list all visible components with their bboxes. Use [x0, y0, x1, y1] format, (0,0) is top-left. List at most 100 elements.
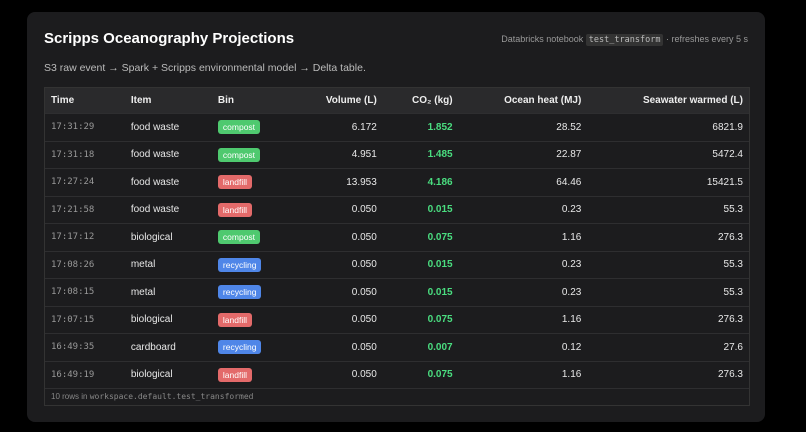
table-row: 17:27:24 food waste landfill 13.953 4.186 64.… [45, 168, 749, 196]
table-cell: 64.46 [458, 168, 588, 196]
bin-badge: compost [217, 147, 261, 162]
table-row: 17:17:12 biological compost 0.050 0.075 1.16 2… [45, 223, 749, 251]
table-cell: 17:07:15 [45, 305, 125, 334]
table-cell: compost [211, 113, 293, 141]
column-header: Ocean heat (MJ) [458, 88, 588, 114]
table-wrap: Time Item Bin Volume (L) CO₂ (kg) Ocean heat … [44, 87, 750, 406]
table-cell: 55.3 [587, 278, 749, 306]
table-cell: landfill [211, 168, 293, 196]
bin-badge: recycling [217, 340, 262, 355]
table-cell: landfill [211, 360, 293, 388]
table-cell: 4.186 [382, 168, 459, 196]
table-cell: food waste [124, 195, 212, 224]
column-header: Item [124, 88, 212, 114]
table-cell: biological [124, 305, 212, 334]
table-cell: recycling [211, 278, 293, 306]
table-cell: 17:08:26 [45, 250, 125, 279]
table-cell: 5472.4 [587, 140, 749, 169]
table-row: 16:49:35 cardboard recycling 0.050 0.007 0.12… [45, 333, 749, 361]
table-cell: 22.87 [458, 140, 588, 169]
table-cell: 0.007 [382, 333, 459, 361]
bin-badge: landfill [217, 367, 253, 382]
subtitle: S3 raw event → Spark + Scripps environme… [44, 62, 366, 74]
table-cell: 0.075 [382, 360, 459, 388]
bin-badge: recycling [217, 257, 262, 272]
card: Scripps Oceanography Projections Databri… [27, 12, 765, 422]
table-cell: biological [124, 223, 212, 251]
table-cell: landfill [211, 195, 293, 224]
table-cell: 0.015 [382, 195, 459, 224]
table-cell: 17:31:29 [45, 113, 125, 141]
table-cell: 276.3 [587, 223, 749, 251]
column-header: Bin [211, 88, 293, 114]
table-cell: cardboard [124, 333, 212, 361]
column-header: Seawater warmed (L) [587, 88, 749, 114]
table-cell: 276.3 [587, 360, 749, 388]
table-row: 17:21:58 food waste landfill 0.050 0.015 0.23… [45, 195, 749, 224]
table-cell: metal [124, 250, 212, 279]
table-cell: 0.050 [292, 195, 383, 224]
table-cell: 55.3 [587, 195, 749, 224]
source-code: test_transform [585, 34, 664, 46]
bin-badge: recycling [217, 285, 262, 300]
table-body: 17:31:29 food waste compost 6.172 1.852 28.52… [45, 113, 749, 388]
bin-badge: landfill [217, 312, 253, 327]
table-cell: 0.015 [382, 278, 459, 306]
table-cell: 1.16 [458, 360, 588, 388]
table-cell: 17:21:58 [45, 195, 125, 224]
table-cell: 16:49:35 [45, 333, 125, 361]
table-cell: 4.951 [292, 140, 383, 169]
table-cell: 1.485 [382, 140, 459, 169]
table-cell: 6.172 [292, 113, 383, 141]
table-row: 17:31:29 food waste compost 6.172 1.852 28.52… [45, 113, 749, 141]
table-row: 17:07:15 biological landfill 0.050 0.075 1.16… [45, 305, 749, 334]
table-cell: compost [211, 223, 293, 251]
table-cell: 276.3 [587, 305, 749, 334]
table-cell: 0.23 [458, 278, 588, 306]
table-cell: 13.953 [292, 168, 383, 196]
table-cell: biological [124, 360, 212, 388]
bin-badge: landfill [217, 175, 253, 190]
table-cell: 17:08:15 [45, 278, 125, 306]
table-cell: 16:49:19 [45, 360, 125, 388]
table-cell: 0.050 [292, 305, 383, 334]
column-header: Time [45, 88, 125, 114]
table-cell: food waste [124, 168, 212, 196]
table-cell: recycling [211, 333, 293, 361]
footer-code: workspace.default.test_transformed [89, 392, 254, 401]
column-header: Volume (L) [292, 88, 383, 114]
table-cell: 0.23 [458, 250, 588, 279]
column-header: CO₂ (kg) [382, 88, 459, 114]
table-row: 16:49:19 biological landfill 0.050 0.075 1.16… [45, 360, 749, 388]
table-cell: 0.12 [458, 333, 588, 361]
bin-badge: compost [217, 120, 261, 135]
table-cell: 0.050 [292, 360, 383, 388]
table-cell: 0.23 [458, 195, 588, 224]
header-row: Time Item Bin Volume (L) CO₂ (kg) Ocean heat … [45, 88, 749, 114]
bin-badge: landfill [217, 202, 253, 217]
table-cell: 55.3 [587, 250, 749, 279]
table-cell: 1.852 [382, 113, 459, 141]
table-cell: 1.16 [458, 305, 588, 334]
title: Scripps Oceanography Projections [44, 30, 295, 47]
table-cell: landfill [211, 305, 293, 334]
table-cell: 0.050 [292, 333, 383, 361]
table-cell: food waste [124, 113, 212, 141]
table-cell: 0.050 [292, 223, 383, 251]
table-cell: 17:31:18 [45, 140, 125, 169]
table-cell: metal [124, 278, 212, 306]
footer: 10 rows in workspace.default.test_transf… [45, 388, 749, 405]
table-cell: 0.015 [382, 250, 459, 279]
table-row: 17:08:15 metal recycling 0.050 0.015 0.23 55.3 [45, 278, 749, 306]
source-prefix: Databricks notebook [501, 34, 584, 44]
table-cell: compost [211, 140, 293, 169]
table-cell: 27.6 [587, 333, 749, 361]
table-cell: 0.050 [292, 278, 383, 306]
table-cell: 6821.9 [587, 113, 749, 141]
table-row: 17:08:26 metal recycling 0.050 0.015 0.23 55.3 [45, 250, 749, 279]
table-cell: 1.16 [458, 223, 588, 251]
table-cell: 15421.5 [587, 168, 749, 196]
source: Databricks notebook test_transform · ref… [501, 34, 748, 46]
table-cell: 17:27:24 [45, 168, 125, 196]
